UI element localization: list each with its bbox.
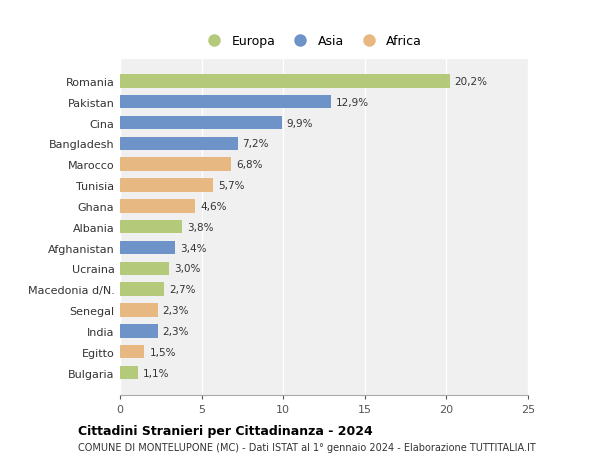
Bar [120,345,145,359]
Text: 7,2%: 7,2% [242,139,269,149]
Text: 1,5%: 1,5% [149,347,176,357]
Text: 12,9%: 12,9% [335,97,368,107]
Bar [120,179,213,192]
Bar [120,117,281,130]
Text: 3,4%: 3,4% [181,243,207,253]
Text: 9,9%: 9,9% [286,118,313,128]
Text: Cittadini Stranieri per Cittadinanza - 2024: Cittadini Stranieri per Cittadinanza - 2… [78,425,373,437]
Text: 6,8%: 6,8% [236,160,262,170]
Bar [120,158,231,172]
Legend: Europa, Asia, Africa: Europa, Asia, Africa [199,33,425,50]
Text: 4,6%: 4,6% [200,202,226,212]
Bar [120,325,158,338]
Bar [120,95,331,109]
Text: 5,7%: 5,7% [218,181,244,190]
Bar [120,366,138,380]
Bar [120,262,169,275]
Text: 2,3%: 2,3% [163,305,189,315]
Text: 3,0%: 3,0% [174,264,200,274]
Bar [120,241,175,255]
Text: 20,2%: 20,2% [455,77,488,87]
Bar [120,75,449,89]
Text: 2,3%: 2,3% [163,326,189,336]
Bar [120,283,164,297]
Text: COMUNE DI MONTELUPONE (MC) - Dati ISTAT al 1° gennaio 2024 - Elaborazione TUTTIT: COMUNE DI MONTELUPONE (MC) - Dati ISTAT … [78,442,536,452]
Bar [120,220,182,234]
Bar [120,303,158,317]
Text: 1,1%: 1,1% [143,368,169,378]
Bar [120,200,195,213]
Text: 3,8%: 3,8% [187,222,214,232]
Bar [120,137,238,151]
Text: 2,7%: 2,7% [169,285,196,295]
